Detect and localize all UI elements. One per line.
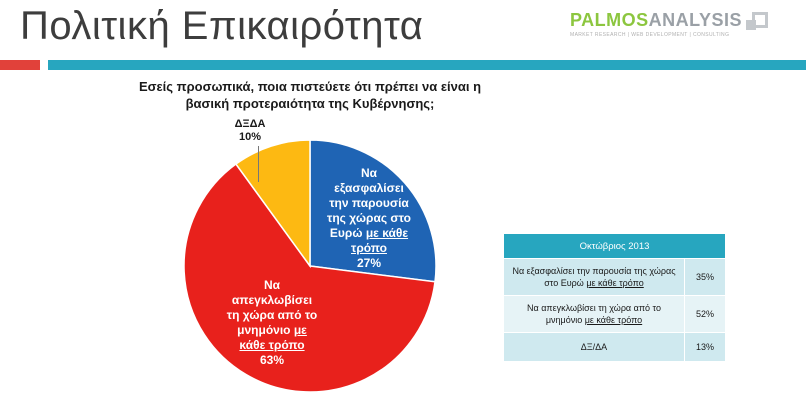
blue-label-line-1: Να xyxy=(360,166,378,180)
blue-label-line-5: Ευρώ με κάθε xyxy=(309,226,429,241)
red-slice-value: 63% xyxy=(259,353,285,367)
table-cell-label: Να απεγκλωβίσει τη χώρα από το μνημόνιο … xyxy=(503,295,685,333)
table-cell-value: 35% xyxy=(684,258,726,296)
red-label-emph-1: με xyxy=(293,323,307,337)
blue-label-line-4: της χώρας στο xyxy=(327,211,411,225)
pie-slice-blue xyxy=(309,139,437,283)
table-cell-label: ΔΞ/ΔΑ xyxy=(503,332,685,362)
accent-bar-red xyxy=(0,60,40,70)
blue-slice-value: 27% xyxy=(356,256,382,270)
palmos-analysis-logo: PALMOSANALYSIS MARKET RESEARCH | WEB DEV… xyxy=(570,10,780,44)
logo-part2: ANALYSIS xyxy=(648,10,743,30)
table-header-row: Οκτώβριος 2013 xyxy=(503,233,726,259)
row1-emph: με κάθε τρόπο xyxy=(586,278,644,288)
slice-label-yellow: ΔΞΔΑ 10% xyxy=(220,118,280,144)
table-row: Να εξασφαλίσει την παρουσία της χώρας στ… xyxy=(503,258,726,296)
chart-title: Εσείς προσωπικά, ποια πιστεύετε ότι πρέπ… xyxy=(138,79,482,111)
table-header: Οκτώβριος 2013 xyxy=(503,233,726,259)
summary-table: Οκτώβριος 2013 Να εξασφαλίσει την παρουσ… xyxy=(503,233,726,362)
row3-text: ΔΞ/ΔΑ xyxy=(580,342,608,352)
blue-label-line-2: εξασφαλίσει xyxy=(334,181,404,195)
page-title: Πολιτική Επικαιρότητα xyxy=(20,4,424,48)
table-cell-label: Να εξασφαλίσει την παρουσία της χώρας στ… xyxy=(503,258,685,296)
red-label-emph-2: κάθε τρόπο xyxy=(239,338,305,352)
red-label-line-1: Να xyxy=(263,278,281,292)
logo-square-filled xyxy=(746,20,756,30)
blue-label-emph-2: τρόπο xyxy=(351,241,387,255)
pie-slice-yellow xyxy=(234,139,311,269)
yellow-slice-value: 10% xyxy=(238,131,262,143)
table-cell-value: 13% xyxy=(684,332,726,362)
table-cell-value: 52% xyxy=(684,295,726,333)
red-label-tail: μνημόνιο xyxy=(237,323,291,337)
slice-label-blue: Να εξασφαλίσει την παρουσία της χώρας στ… xyxy=(309,166,429,271)
table-row: ΔΞ/ΔΑ 13% xyxy=(503,332,726,362)
blue-label-emph-1: με κάθε xyxy=(365,226,409,240)
row1-text: Να εξασφαλίσει την παρουσία της χώρας στ… xyxy=(512,266,676,288)
yellow-leader-line xyxy=(258,146,259,182)
logo-tagline: MARKET RESEARCH | WEB DEVELOPMENT | CONS… xyxy=(570,32,730,38)
table-row: Να απεγκλωβίσει τη χώρα από το μνημόνιο … xyxy=(503,295,726,333)
row2-emph: με κάθε τρόπο xyxy=(584,315,643,325)
red-label-line-2: απεγκλωβίσει xyxy=(231,293,313,307)
slice-label-red: Να απεγκλωβίσει τη χώρα από το μνημόνιο … xyxy=(213,278,331,368)
red-label-line-4: μνημόνιο με xyxy=(213,323,331,338)
blue-label-tail: Ευρώ xyxy=(329,226,363,240)
pie-slice-red xyxy=(183,163,436,393)
accent-bar-teal xyxy=(48,60,806,70)
logo-wordmark: PALMOSANALYSIS xyxy=(570,10,742,31)
row2-text: Να απεγκλωβίσει τη χώρα από το μνημόνιο xyxy=(526,303,661,325)
logo-part1: PALMOS xyxy=(570,10,649,30)
logo-square-outline xyxy=(752,12,768,28)
blue-label-line-3: την παρουσία xyxy=(329,196,409,210)
red-label-line-3: τη χώρα από το xyxy=(226,308,318,322)
yellow-label: ΔΞΔΑ xyxy=(234,118,266,130)
